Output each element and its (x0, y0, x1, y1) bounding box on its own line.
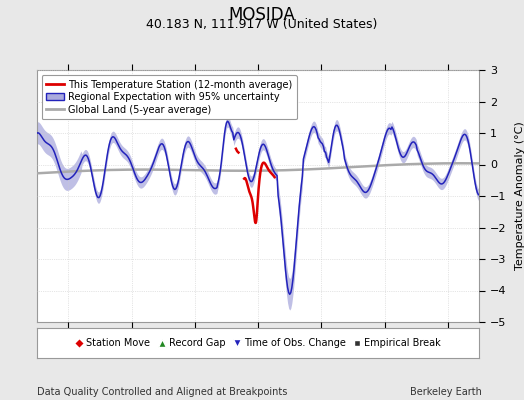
Text: Data Quality Controlled and Aligned at Breakpoints: Data Quality Controlled and Aligned at B… (37, 387, 287, 397)
Text: 40.183 N, 111.917 W (United States): 40.183 N, 111.917 W (United States) (146, 18, 378, 31)
Text: Berkeley Earth: Berkeley Earth (410, 387, 482, 397)
Legend: This Temperature Station (12-month average), Regional Expectation with 95% uncer: This Temperature Station (12-month avera… (41, 75, 297, 120)
Text: MOSIDA: MOSIDA (228, 6, 296, 24)
Y-axis label: Temperature Anomaly (°C): Temperature Anomaly (°C) (515, 122, 524, 270)
Legend: Station Move, Record Gap, Time of Obs. Change, Empirical Break: Station Move, Record Gap, Time of Obs. C… (71, 334, 445, 352)
